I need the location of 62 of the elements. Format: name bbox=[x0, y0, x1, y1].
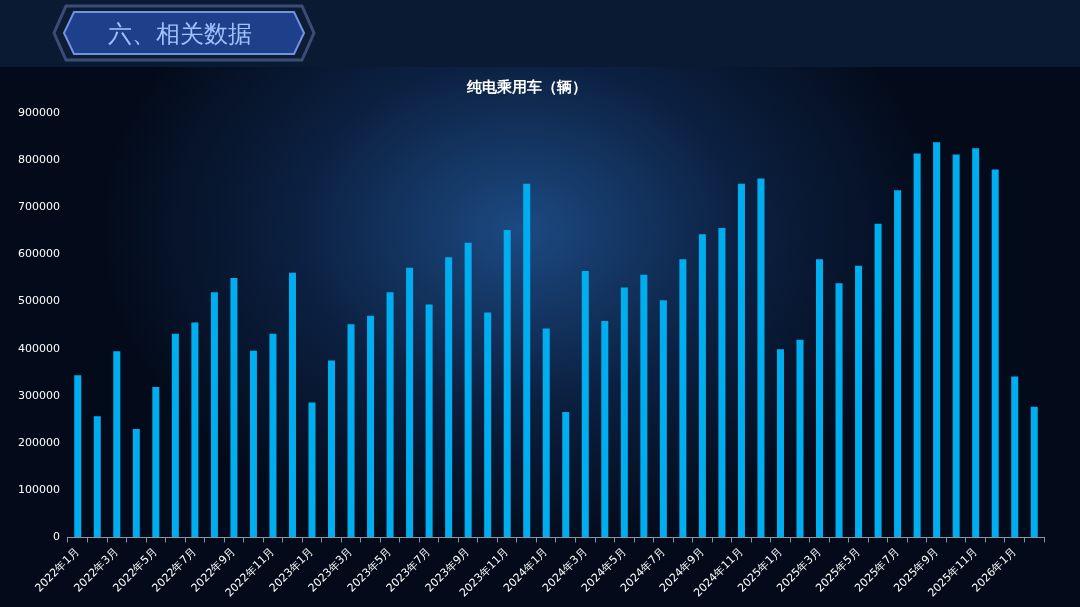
bar bbox=[796, 339, 804, 537]
bar bbox=[328, 360, 336, 537]
bar bbox=[425, 304, 433, 537]
bar bbox=[757, 178, 765, 537]
bar bbox=[1011, 376, 1019, 537]
bar bbox=[406, 267, 414, 537]
y-tick-label: 100000 bbox=[17, 483, 60, 497]
bar bbox=[132, 428, 140, 537]
y-tick-label: 400000 bbox=[17, 341, 60, 355]
y-tick-label: 900000 bbox=[17, 105, 60, 119]
bar bbox=[640, 274, 648, 537]
y-tick-label: 600000 bbox=[17, 247, 60, 261]
bar bbox=[171, 333, 179, 537]
bar bbox=[113, 351, 121, 537]
bar bbox=[816, 259, 824, 537]
bar bbox=[230, 278, 238, 537]
bar bbox=[679, 259, 687, 537]
bar bbox=[776, 349, 784, 537]
bar bbox=[269, 333, 277, 537]
bar bbox=[503, 229, 511, 537]
bar bbox=[737, 183, 745, 537]
bar bbox=[835, 283, 843, 537]
bar bbox=[249, 350, 257, 537]
y-tick-label: 500000 bbox=[17, 294, 60, 308]
bar bbox=[191, 322, 199, 537]
y-tick-label: 300000 bbox=[17, 388, 60, 402]
bar bbox=[1030, 406, 1038, 537]
text: 六、相关数据 bbox=[108, 19, 252, 50]
bar bbox=[718, 228, 726, 537]
bar bbox=[152, 386, 160, 537]
bar bbox=[484, 312, 492, 537]
bar bbox=[445, 257, 453, 537]
bar bbox=[991, 169, 999, 537]
bar bbox=[210, 292, 218, 537]
bar bbox=[386, 292, 394, 537]
bar bbox=[952, 154, 960, 537]
bar bbox=[542, 328, 550, 537]
bar bbox=[523, 183, 531, 537]
bar bbox=[308, 402, 316, 537]
bar bbox=[972, 148, 980, 537]
bar bbox=[74, 375, 82, 537]
bar bbox=[93, 416, 101, 537]
chart-title: 纯电乘用车（辆） bbox=[466, 77, 587, 96]
bar bbox=[601, 320, 609, 537]
y-tick-label: 800000 bbox=[17, 153, 60, 167]
bar bbox=[464, 242, 472, 537]
bar bbox=[933, 142, 941, 537]
y-tick-label: 700000 bbox=[17, 200, 60, 214]
bar bbox=[581, 270, 589, 537]
bar bbox=[620, 287, 628, 537]
y-tick-label: 200000 bbox=[17, 435, 60, 449]
y-tick-label: 0 bbox=[52, 530, 60, 544]
bar bbox=[347, 324, 355, 537]
bar bbox=[874, 223, 882, 537]
bar bbox=[855, 265, 863, 537]
bar bbox=[659, 300, 667, 537]
bar bbox=[698, 234, 706, 537]
bar bbox=[288, 272, 296, 537]
bar bbox=[562, 411, 570, 537]
bar bbox=[913, 153, 921, 537]
bar bbox=[894, 190, 902, 537]
bar bbox=[367, 315, 375, 537]
